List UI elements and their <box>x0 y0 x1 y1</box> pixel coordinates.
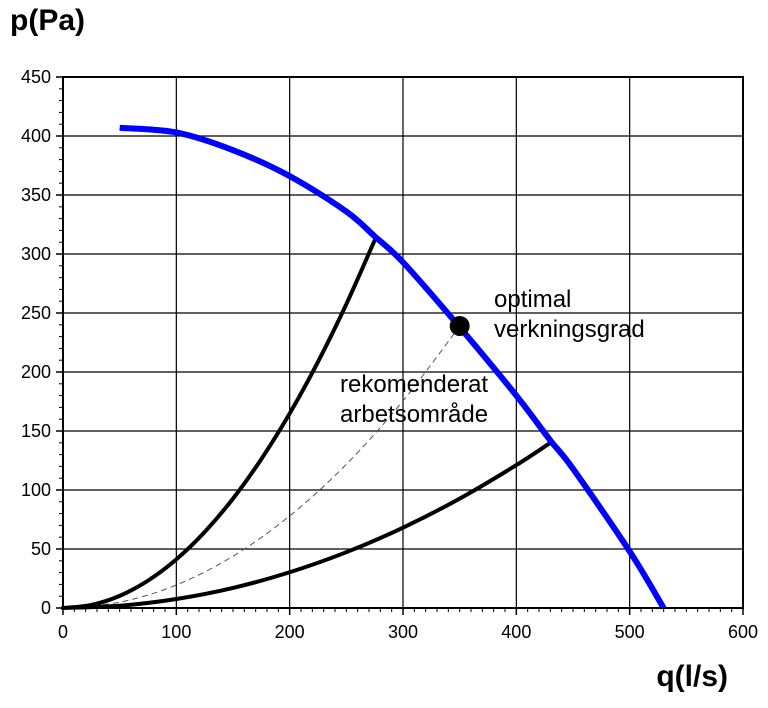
annotation-range-line2: arbetsområde <box>340 401 488 428</box>
y-tick-label: 450 <box>21 67 51 87</box>
series-fan-curve <box>119 124 667 610</box>
x-tick-label: 0 <box>58 622 68 642</box>
y-axis-title: p(Pa) <box>10 4 85 37</box>
y-tick-label: 350 <box>21 185 51 205</box>
x-tick-label: 200 <box>275 622 305 642</box>
x-tick-label: 500 <box>615 622 645 642</box>
annotation-range-line1: rekomenderat <box>340 371 488 398</box>
optimal-point <box>449 315 470 336</box>
annotation-optimal-line2: verkningsgrad <box>494 316 645 343</box>
series-system-upper <box>61 238 377 610</box>
y-tick-label: 150 <box>21 421 51 441</box>
grid <box>63 77 743 608</box>
y-tick-label: 400 <box>21 126 51 146</box>
y-tick-label: 100 <box>21 480 51 500</box>
x-axis-title: q(l/s) <box>656 660 728 693</box>
series-group <box>61 124 667 610</box>
y-tick-label: 250 <box>21 303 51 323</box>
y-tick-label: 300 <box>21 244 51 264</box>
y-tick-label: 200 <box>21 362 51 382</box>
series-system-lower <box>61 440 553 610</box>
x-tick-label: 100 <box>161 622 191 642</box>
plot-frame <box>62 76 744 609</box>
y-tick-label: 0 <box>41 598 51 618</box>
x-tick-label: 600 <box>728 622 758 642</box>
x-tick-label: 400 <box>501 622 531 642</box>
x-tick-label: 300 <box>388 622 418 642</box>
y-tick-label: 50 <box>31 539 51 559</box>
minor-ticks <box>56 76 744 615</box>
annotation-optimal-line1: optimal <box>494 286 571 313</box>
tick-labels: 0 100 200 300 400 500 600 0 50 100 150 200 250 300 350… <box>21 67 758 642</box>
series-system-optimal <box>62 325 461 609</box>
